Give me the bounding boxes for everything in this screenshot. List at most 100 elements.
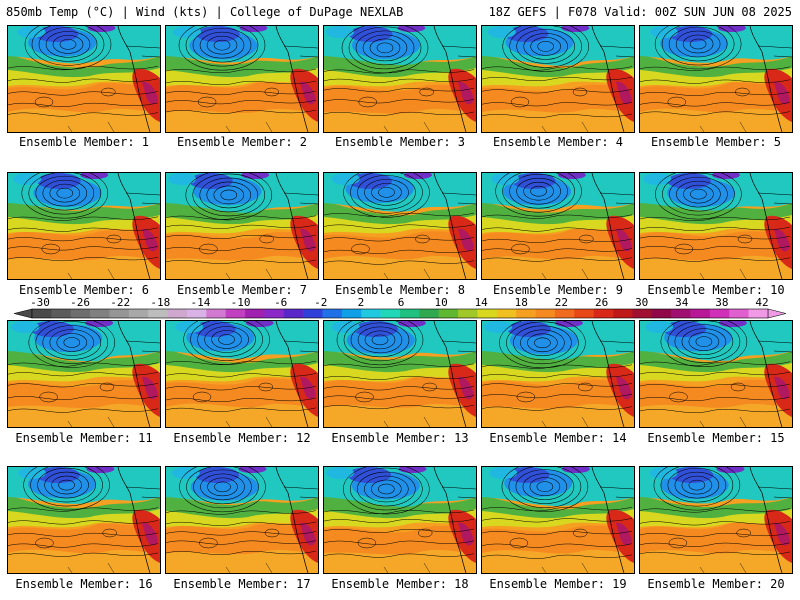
colorbar-tick-label: 34	[675, 297, 689, 309]
colorbar-tick-label: 2	[358, 297, 365, 309]
colorbar-swatch	[283, 309, 304, 318]
colorbar-swatch	[400, 309, 420, 318]
colorbar-swatch	[477, 309, 498, 318]
ensemble-member-map-panel	[481, 25, 635, 133]
colorbar-swatch	[225, 309, 246, 318]
ensemble-member-label: Ensemble Member: 12	[173, 431, 311, 445]
temperature-field-map	[324, 26, 476, 132]
ensemble-member-map-panel	[7, 25, 161, 133]
ensemble-member-map-panel	[481, 172, 635, 280]
ensemble-member-map-panel	[165, 320, 319, 428]
ensemble-member-label: Ensemble Member: 4	[492, 135, 624, 149]
colorbar-swatch	[380, 309, 401, 318]
colorbar-swatch	[245, 309, 265, 318]
colorbar-tick-label: -26	[70, 297, 90, 309]
ensemble-member-map-panel	[481, 466, 635, 574]
colorbar-swatch	[264, 309, 285, 318]
colorbar-tick-label: -6	[274, 297, 287, 309]
temperature-field-map	[166, 467, 318, 573]
temperature-field-map	[166, 321, 318, 427]
temperature-field-map	[8, 321, 160, 427]
ensemble-member-label: Ensemble Member: 3	[334, 135, 466, 149]
ensemble-member-label: Ensemble Member: 15	[647, 431, 785, 445]
colorbar-swatch	[748, 309, 769, 318]
colorbar-swatch	[206, 309, 226, 318]
colorbar-swatch	[709, 309, 730, 318]
ensemble-member-map-panel	[7, 172, 161, 280]
ensemble-member-label: Ensemble Member: 7	[176, 283, 308, 297]
colorbar-swatch	[148, 309, 168, 318]
ensemble-member-map-panel	[323, 466, 477, 574]
colorbar-swatch	[303, 309, 323, 318]
colorbar-tick-label: 6	[398, 297, 405, 309]
colorbar-swatch	[167, 309, 188, 318]
colorbar-tick-label: 14	[475, 297, 489, 309]
ensemble-member-label: Ensemble Member: 20	[647, 577, 785, 591]
ensemble-member-map-panel	[323, 25, 477, 133]
colorbar-swatch	[516, 309, 536, 318]
ensemble-member-map-panel	[7, 320, 161, 428]
ensemble-member-label: Ensemble Member: 14	[489, 431, 627, 445]
colorbar-swatch	[361, 309, 381, 318]
ensemble-member-map-panel	[481, 320, 635, 428]
temperature-field-map	[8, 467, 160, 573]
colorbar-swatch	[632, 309, 653, 318]
colorbar-swatch	[438, 309, 459, 318]
colorbar-tick-label: -2	[314, 297, 327, 309]
colorbar-tick-label: 30	[635, 297, 648, 309]
temperature-field-map	[482, 173, 634, 279]
ensemble-member-label: Ensemble Member: 10	[647, 283, 785, 297]
ensemble-member-label: Ensemble Member: 19	[489, 577, 627, 591]
ensemble-member-map-panel	[639, 172, 793, 280]
colorbar-low-arrow	[13, 308, 33, 319]
ensemble-member-label: Ensemble Member: 13	[331, 431, 469, 445]
colorbar-swatch	[651, 309, 672, 318]
temperature-field-map	[8, 26, 160, 132]
temperature-field-map	[324, 467, 476, 573]
map-title: 850mb Temp (°C) | Wind (kts) | College o…	[6, 5, 404, 19]
temperature-field-map	[482, 26, 634, 132]
colorbar-swatch	[128, 309, 149, 318]
ensemble-member-map-panel	[323, 320, 477, 428]
ensemble-member-map-panel	[165, 25, 319, 133]
colorbar-tick-label: 26	[595, 297, 608, 309]
colorbar-swatch	[690, 309, 711, 318]
colorbar-high-arrow	[767, 308, 787, 319]
colorbar-swatch	[458, 309, 478, 318]
colorbar-tick-label: -10	[231, 297, 251, 309]
colorbar-tick-label: -14	[190, 297, 210, 309]
colorbar-swatch	[496, 309, 517, 318]
temperature-field-map	[324, 321, 476, 427]
ensemble-member-label: Ensemble Member: 11	[15, 431, 153, 445]
ensemble-member-map-panel	[165, 466, 319, 574]
colorbar-tick-label: 38	[715, 297, 728, 309]
temperature-field-map	[8, 173, 160, 279]
ensemble-member-map-panel	[165, 172, 319, 280]
model-valid-time: 18Z GEFS | F078 Valid: 00Z SUN JUN 08 20…	[488, 5, 792, 19]
colorbar-tick-label: 22	[555, 297, 568, 309]
colorbar-swatch	[671, 309, 691, 318]
temperature-field-map	[166, 173, 318, 279]
ensemble-member-map-panel	[639, 466, 793, 574]
colorbar-frame	[31, 308, 769, 319]
colorbar-tick-label: -22	[110, 297, 130, 309]
colorbar-swatch	[90, 309, 110, 318]
temperature-field-map	[482, 321, 634, 427]
temperature-field-map	[324, 173, 476, 279]
colorbar-swatch	[554, 309, 575, 318]
colorbar-swatch	[574, 309, 594, 318]
temperature-colorbar: -30 -26 -22 -18 -14 -10 -6 -2 2 6 10 14 18 22 26 30 34 38…	[13, 297, 787, 319]
temperature-field-map	[640, 26, 792, 132]
colorbar-swatch	[70, 309, 91, 318]
temperature-field-map	[640, 321, 792, 427]
ensemble-member-map-panel	[639, 25, 793, 133]
ensemble-member-label: Ensemble Member: 17	[173, 577, 311, 591]
ensemble-member-map-panel	[323, 172, 477, 280]
ensemble-member-label: Ensemble Member: 2	[176, 135, 308, 149]
colorbar-tick-label: 18	[515, 297, 528, 309]
temperature-field-map	[640, 467, 792, 573]
colorbar-tick-label: -30	[30, 297, 50, 309]
temperature-field-map	[166, 26, 318, 132]
colorbar-tick-label: -18	[150, 297, 170, 309]
colorbar-swatch	[419, 309, 440, 318]
